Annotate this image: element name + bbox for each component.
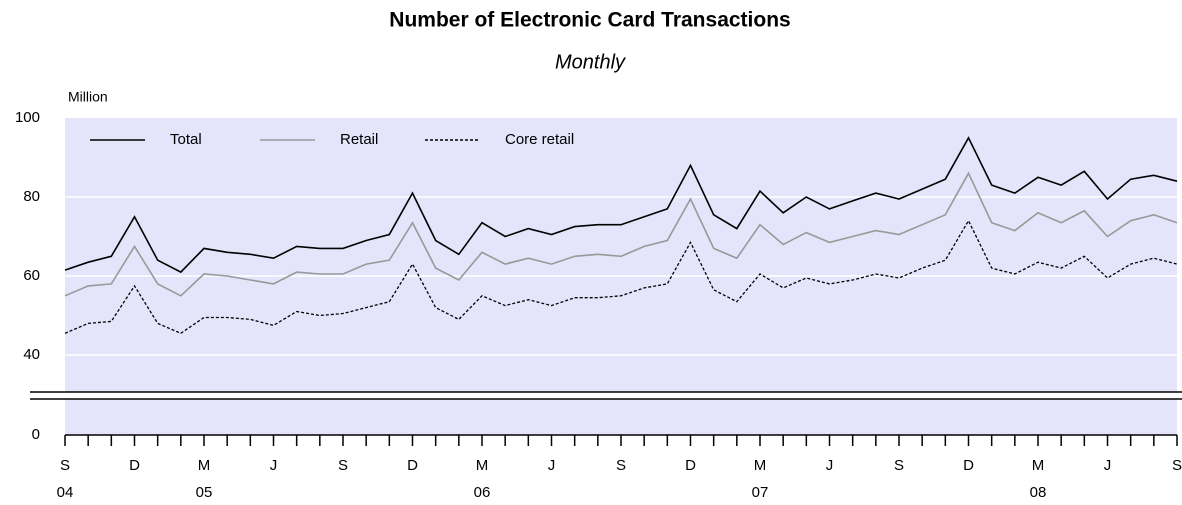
x-tick-label: S (1172, 457, 1182, 474)
x-tick-label: D (407, 457, 418, 474)
y-tick-label: 40 (23, 346, 40, 363)
x-tick-label: M (754, 457, 767, 474)
y-tick-label: 80 (23, 188, 40, 205)
x-tick-label: M (1032, 457, 1045, 474)
legend-label: Core retail (505, 131, 574, 148)
y-tick-label: 100 (15, 109, 40, 126)
series-line (64, 171, 1178, 297)
legend-label: Retail (340, 131, 378, 148)
chart-title: Number of Electronic Card Transactions (389, 9, 790, 32)
y-axis-label: Million (68, 89, 108, 105)
x-year-label: 04 (57, 484, 74, 501)
axis-break-gap (65, 392, 1177, 399)
x-tick-label: S (60, 457, 70, 474)
x-tick-label: J (270, 457, 278, 474)
x-tick-label: J (548, 457, 556, 474)
y-tick-label: 60 (23, 267, 40, 284)
chart-subtitle: Monthly (555, 51, 626, 73)
x-tick-label: S (338, 457, 348, 474)
y-tick-label: 0 (32, 426, 40, 443)
x-year-label: 07 (752, 484, 769, 501)
x-year-label: 06 (474, 484, 491, 501)
series-line (64, 219, 1178, 335)
x-year-label: 05 (196, 484, 213, 501)
x-tick-label: D (685, 457, 696, 474)
legend-label: Total (170, 131, 202, 148)
x-year-label: 08 (1030, 484, 1047, 501)
x-tick-label: J (826, 457, 834, 474)
x-tick-label: D (963, 457, 974, 474)
x-tick-label: S (894, 457, 904, 474)
series-line (64, 136, 1178, 274)
x-tick-label: J (1104, 457, 1112, 474)
x-tick-label: M (476, 457, 489, 474)
x-tick-label: S (616, 457, 626, 474)
x-tick-label: M (198, 457, 211, 474)
x-tick-label: D (129, 457, 140, 474)
